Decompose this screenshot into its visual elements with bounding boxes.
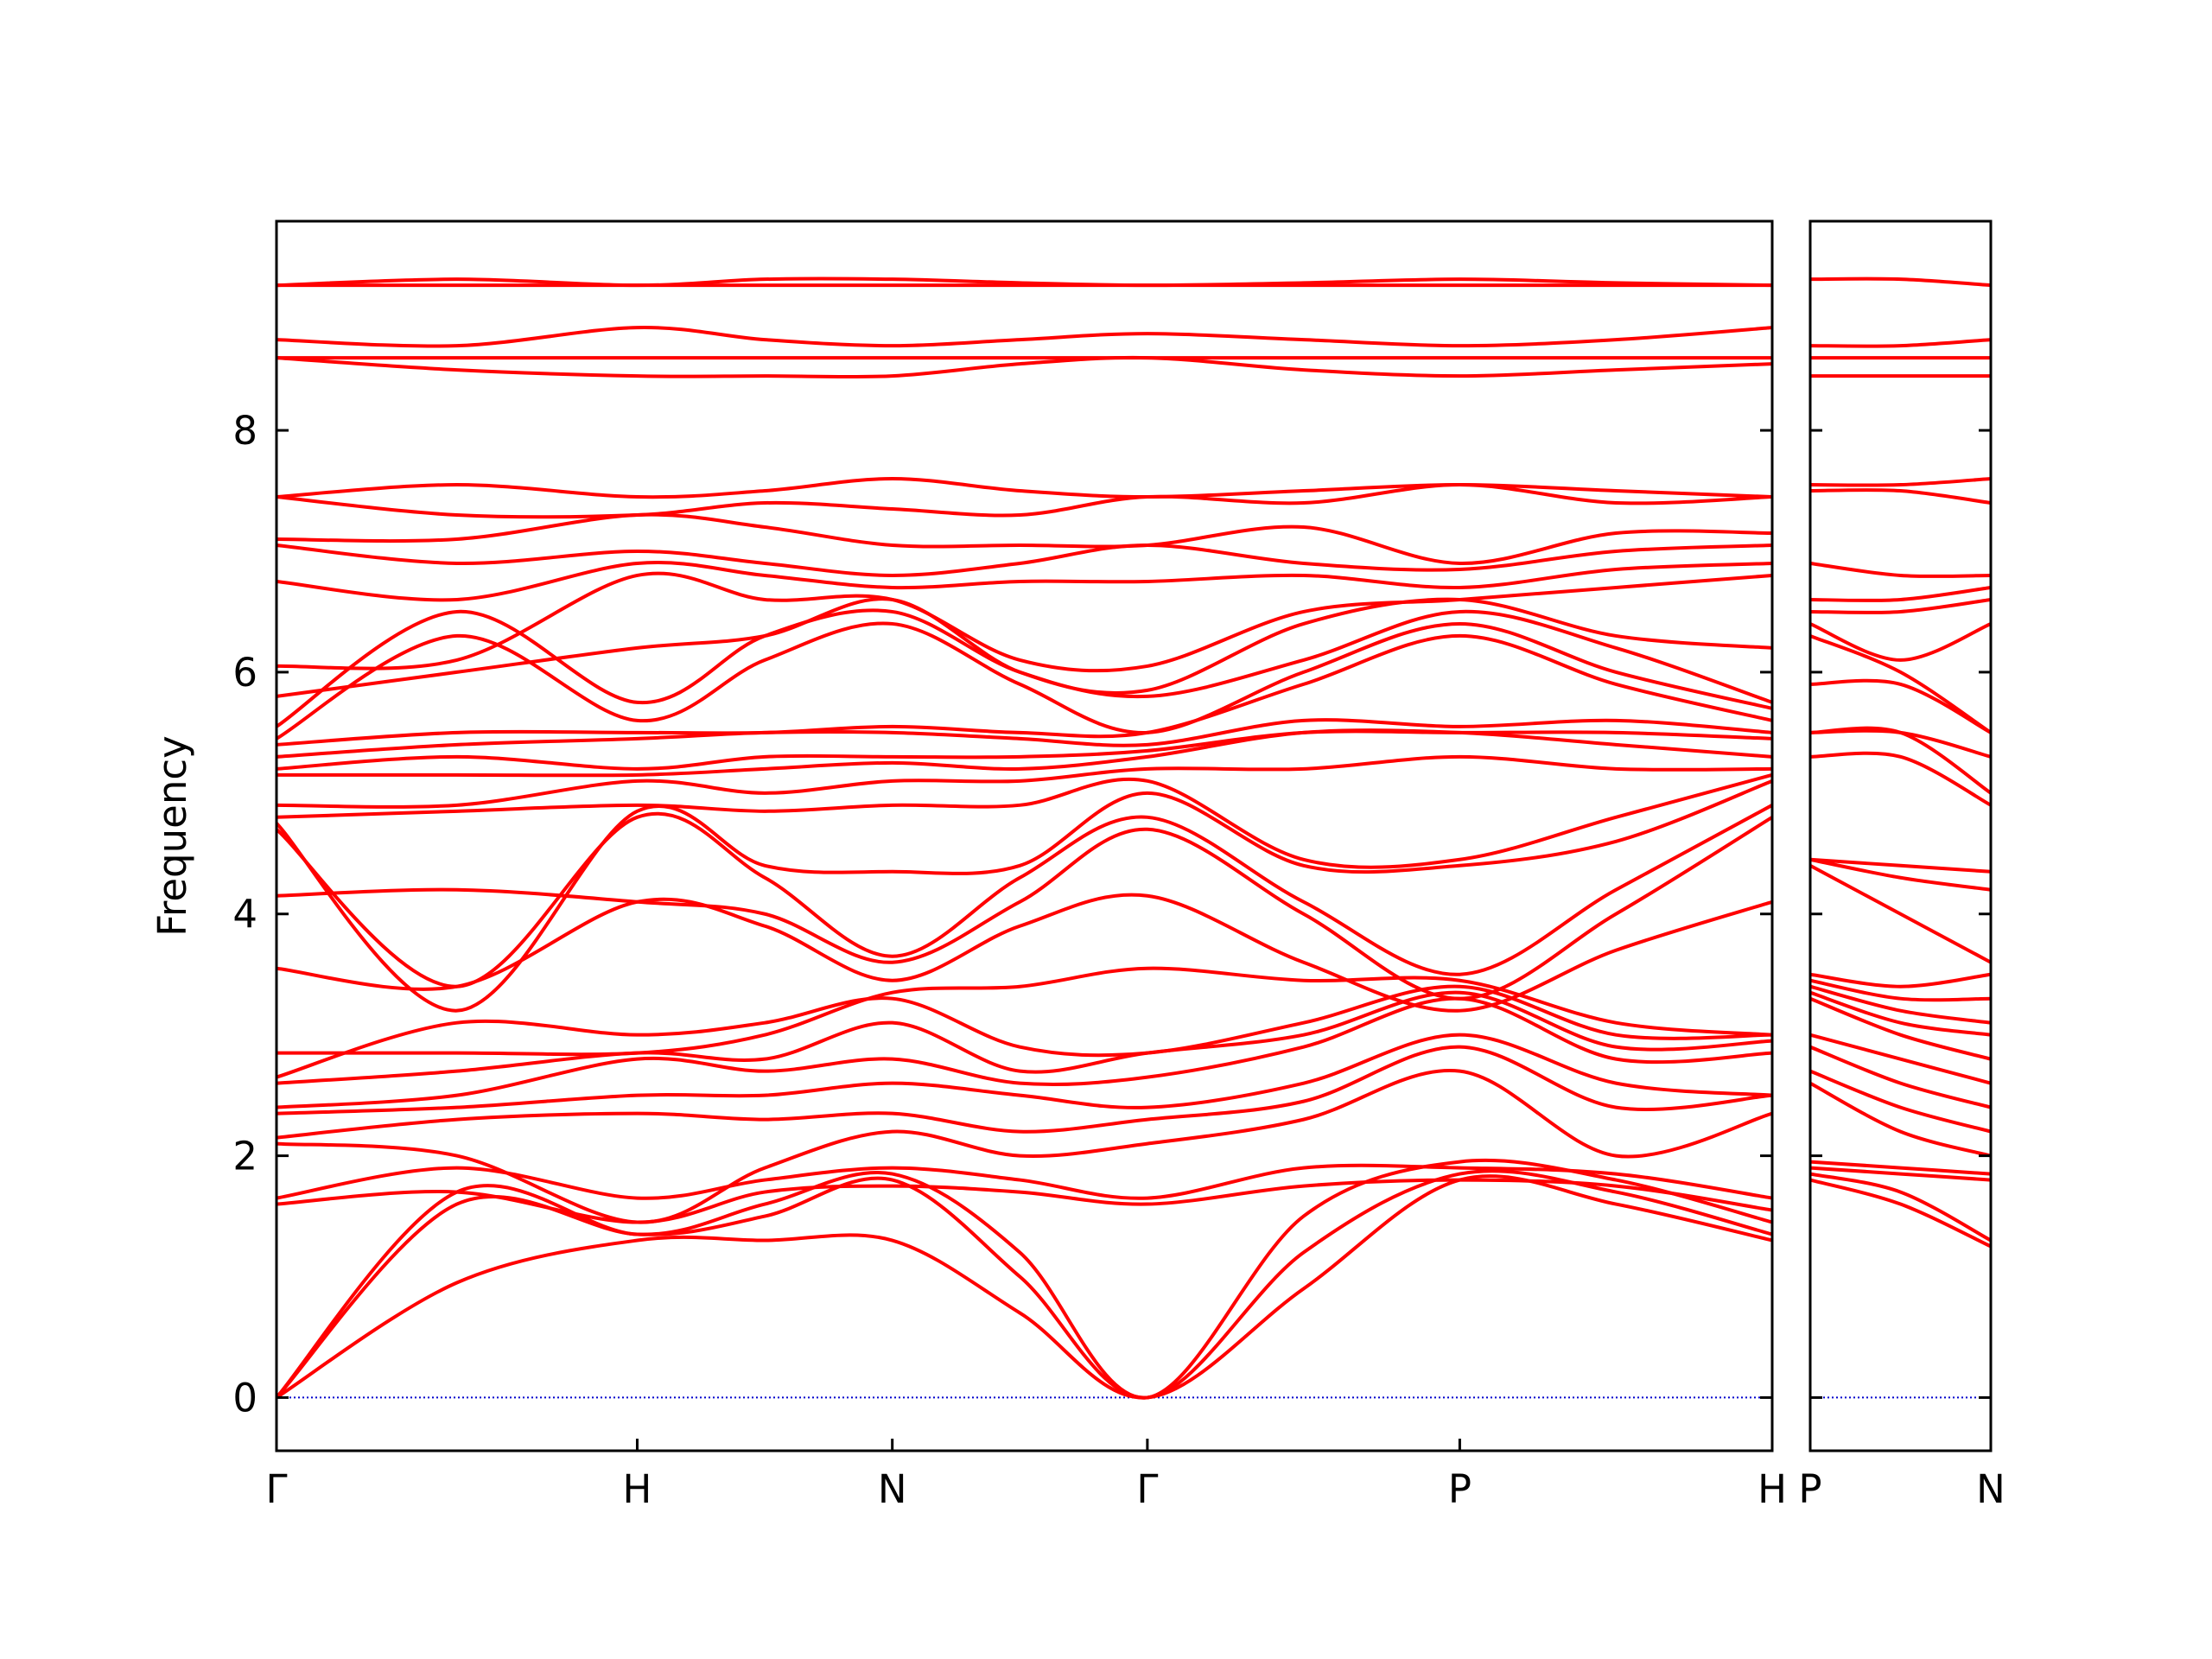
band-line xyxy=(276,718,1772,759)
band-line xyxy=(276,512,1772,565)
x-tick-label: P xyxy=(1798,1466,1821,1512)
band-line xyxy=(276,571,1772,673)
band-line xyxy=(1810,978,1991,1002)
band-line xyxy=(1810,728,1991,759)
y-tick-label: 0 xyxy=(232,1375,257,1421)
band-line xyxy=(276,477,1772,499)
band-line xyxy=(276,326,1772,348)
y-tick-label: 8 xyxy=(232,408,257,454)
band-line xyxy=(276,621,1772,741)
band-line xyxy=(1810,857,1991,892)
band-line xyxy=(276,1163,1772,1200)
plot-frame xyxy=(1808,219,1993,1452)
band-line xyxy=(1810,1172,1991,1243)
band-line xyxy=(276,355,1772,379)
band-line xyxy=(1810,585,1991,602)
band-line xyxy=(276,772,1772,869)
x-tick-label: H xyxy=(1758,1466,1787,1512)
band-line xyxy=(276,633,1772,747)
band-line xyxy=(1810,477,1991,487)
band-line xyxy=(1810,1166,1991,1182)
plot-frame xyxy=(275,219,1774,1452)
band-line xyxy=(276,816,1772,1001)
y-tick-label: 6 xyxy=(232,650,257,696)
band-line xyxy=(276,276,1772,288)
band-line xyxy=(276,804,1772,988)
x-tick-label: Γ xyxy=(1136,1466,1158,1512)
band-line xyxy=(1810,487,1991,505)
band-line xyxy=(276,990,1772,1085)
band-line xyxy=(1810,1160,1991,1176)
y-tick-label: 4 xyxy=(232,892,257,938)
band-line xyxy=(276,597,1772,698)
band-line xyxy=(276,1068,1772,1224)
band-line xyxy=(276,561,1772,602)
band-line xyxy=(276,996,1772,1109)
band-line xyxy=(1810,990,1991,1037)
band-line xyxy=(276,1178,1772,1224)
band-line xyxy=(1810,276,1991,288)
band-line xyxy=(276,754,1772,809)
band-line xyxy=(276,728,1772,778)
band-line xyxy=(1810,984,1991,1025)
y-tick-label: 2 xyxy=(232,1134,257,1179)
band-line xyxy=(1810,751,1991,807)
x-tick-label: N xyxy=(878,1466,907,1512)
band-line xyxy=(276,779,1772,1013)
band-line xyxy=(276,1174,1772,1400)
band-line xyxy=(1810,561,1991,579)
band-line xyxy=(276,543,1772,577)
band-line xyxy=(1810,1033,1991,1085)
band-line xyxy=(1810,1178,1991,1249)
band-line xyxy=(1810,1045,1991,1109)
y-axis-label: Frequency xyxy=(149,735,195,936)
band-line xyxy=(276,483,1772,519)
x-tick-label: P xyxy=(1448,1466,1471,1512)
band-line xyxy=(276,1158,1772,1400)
band-line xyxy=(1810,622,1991,662)
band-line xyxy=(1810,634,1991,734)
band-line xyxy=(276,966,1772,1057)
x-tick-label: H xyxy=(623,1466,652,1512)
band-line xyxy=(1810,864,1991,964)
band-line xyxy=(276,1045,1772,1140)
band-line xyxy=(1810,996,1991,1061)
band-line xyxy=(1810,972,1991,988)
band-line xyxy=(276,984,1772,1079)
x-tick-label: Γ xyxy=(265,1466,287,1512)
x-tick-label: N xyxy=(1976,1466,2005,1512)
band-line xyxy=(1810,857,1991,874)
band-line xyxy=(276,1033,1772,1116)
band-line xyxy=(1810,597,1991,614)
band-line xyxy=(1810,1069,1991,1134)
band-line xyxy=(276,729,1772,771)
band-line xyxy=(276,893,1772,1013)
band-line xyxy=(1810,1081,1991,1158)
band-line xyxy=(1810,338,1991,348)
